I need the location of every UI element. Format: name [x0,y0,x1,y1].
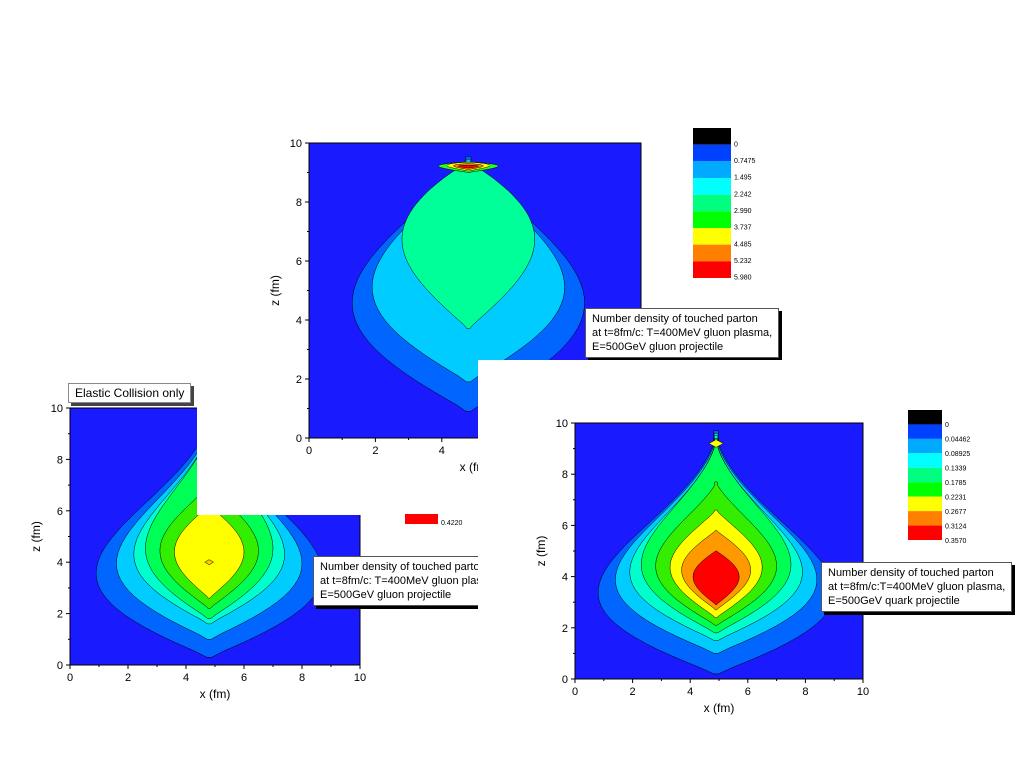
left-note-line-3: E=500GeV gluon projectile [320,589,452,601]
center-colorbar-label: 2.990 [734,208,752,215]
right-colorbar-label: 0.04462 [945,437,970,444]
right-ytick-label: 4 [562,572,568,584]
right-contour-level-7 [692,550,740,606]
right-colorbar-swatch [908,410,942,425]
center-colorbar-swatch [693,261,731,278]
right-colorbar-label: 0 [945,422,949,429]
right-colorbar-label: 0.3124 [945,523,967,530]
right-xtick-label: 6 [745,686,751,698]
right-colorbar-swatch [908,453,942,468]
right-colorbar-label: 0.2677 [945,509,967,516]
left-yaxis-label: z (fm) [29,521,43,552]
right-ytick-label: 2 [562,623,568,635]
right-colorbar-label: 0.3570 [945,538,967,545]
center-colorbar-swatch [693,244,731,262]
right-ytick-label: 10 [556,418,568,430]
center-ytick-label: 2 [296,374,302,386]
center-colorbar-label: 5.232 [734,258,752,265]
center-colorbar-swatch [693,178,731,195]
left-xtick-label: 0 [67,672,73,684]
left-ytick-label: 0 [57,660,63,672]
right-xtick-label: 0 [572,686,578,698]
center-ytick-label: 4 [296,315,302,327]
left-colorbar-fragment: 0.4220 [405,514,480,534]
left-peak-marker [204,559,215,566]
left-xtick-label: 10 [354,672,366,684]
left-colorbar-label: 0.4220 [441,520,463,527]
center-xtick-label: 4 [439,445,445,457]
center-colorbar-label: 4.485 [734,241,752,248]
right-chart-panel: 0 2 4 6 8 10 0 2 4 6 8 10 x (fm) z (fm) 0 0.04462 0.0892… [478,360,1018,730]
right-xtick-label: 8 [802,686,808,698]
center-colorbar-label: 3.737 [734,225,752,232]
right-colorbar-swatch [908,496,942,512]
right-colorbar-label: 0.2231 [945,494,967,501]
center-note-line-3: E=500GeV gluon projectile [592,341,724,353]
left-ytick-label: 10 [51,403,63,415]
center-ytick-label: 6 [296,256,302,268]
center-ytick-label: 8 [296,197,302,209]
left-ytick-label: 4 [57,557,63,569]
right-colorbar-swatch [908,482,942,497]
right-colorbar-swatch [908,438,942,454]
center-ytick-label: 10 [290,138,302,150]
center-note-line-1: Number density of touched parton [592,313,758,325]
right-colorbar-swatch [908,525,942,540]
right-yaxis-label: z (fm) [534,536,548,567]
left-xtick-label: 6 [241,672,247,684]
center-note-line-2: at t=8fm/c: T=400MeV gluon plasma, [592,327,773,339]
right-xaxis-label: x (fm) [704,701,735,715]
center-xtick-label: 0 [306,445,312,457]
left-xaxis-label: x (fm) [200,687,231,701]
right-colorbar-swatch [908,511,942,526]
left-xtick-label: 2 [125,672,131,684]
center-ytick-label: 0 [296,433,302,445]
right-ytick-label: 8 [562,469,568,481]
left-xtick-label: 8 [299,672,305,684]
center-colorbar-label: 1.495 [734,175,752,182]
center-colorbar-swatch [693,211,731,228]
center-note-box: Number density of touched parton at t=8f… [585,308,780,358]
left-colorbar-red-swatch [405,514,438,524]
left-ytick-label: 2 [57,609,63,621]
center-yaxis-label: z (fm) [268,275,282,306]
right-ytick-label: 6 [562,520,568,532]
center-contour-level-2 [401,161,535,330]
center-colorbar-label: 0.7475 [734,158,756,165]
left-chart-title: Elastic Collision only [68,383,192,403]
right-note-line-3: E=500GeV quark projectile [828,595,960,607]
right-xtick-label: 10 [857,686,869,698]
right-colorbar-label: 0.1785 [945,480,967,487]
center-colorbar-swatch [693,161,731,178]
right-colorbar-swatch [908,424,942,439]
right-colorbar-label: 0.08925 [945,451,970,458]
right-xtick-label: 4 [687,686,693,698]
left-note-box: Number density of touched parton at t=8f… [313,556,487,606]
left-note-line-2: at t=8fm/c: T=400MeV gluon plasma [320,575,487,587]
left-ytick-label: 6 [57,506,63,518]
right-xtick-label: 2 [630,686,636,698]
right-contour-chart: 0 2 4 6 8 10 0 2 4 6 8 10 x (fm) z (fm) 0 0.04462 0.0892… [534,410,970,715]
center-colorbar-swatch [693,128,731,145]
right-colorbar-swatch [908,467,942,483]
center-colorbar-swatch [693,194,731,212]
right-tip-marker [708,439,724,448]
left-ytick-label: 8 [57,454,63,466]
center-colorbar-swatch [693,144,731,162]
center-colorbar-label: 5.980 [734,275,752,282]
center-colorbar-label: 2.242 [734,191,752,198]
center-xtick-label: 2 [372,445,378,457]
left-contour-level-5 [174,505,245,599]
right-note-box: Number density of touched parton at t=8f… [821,562,1013,612]
right-ytick-label: 0 [562,674,568,686]
right-note-line-2: at t=8fm/c:T=400MeV gluon plasma, [828,581,1006,593]
right-note-line-1: Number density of touched parton [828,567,994,579]
right-colorbar-label: 0.1339 [945,466,967,473]
center-colorbar-label: 0 [734,141,738,148]
center-contour-level-6 [458,164,479,169]
center-colorbar-swatch [693,228,731,245]
left-xtick-label: 4 [183,672,189,684]
left-note-line-1: Number density of touched parton [320,561,486,573]
